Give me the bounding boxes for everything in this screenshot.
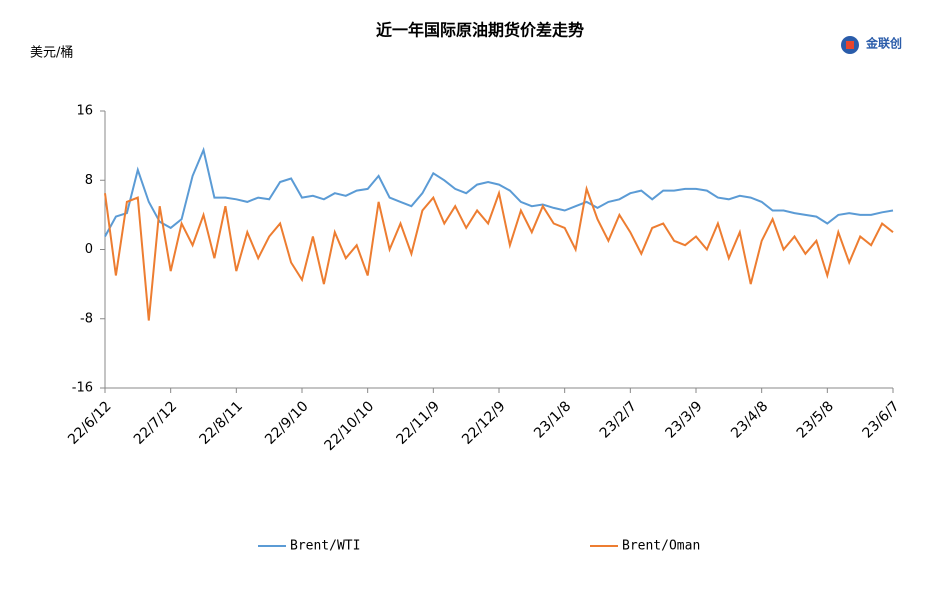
x-tick-label: 22/6/12 (65, 398, 114, 447)
x-tick-label: 23/6/7 (859, 398, 902, 441)
legend-label: Brent/WTI (290, 539, 360, 554)
x-tick-label: 23/2/7 (597, 398, 640, 441)
x-tick-label: 22/11/9 (394, 398, 443, 447)
y-tick-label: -16 (72, 381, 93, 396)
y-tick-label: 16 (76, 104, 93, 119)
legend-label: Brent/Oman (622, 539, 700, 554)
logo-icon-inner (846, 41, 854, 49)
x-tick-label: 22/9/10 (262, 398, 311, 447)
x-tick-label: 23/5/8 (794, 398, 837, 441)
y-tick-label: -8 (80, 311, 93, 326)
x-tick-label: 23/1/8 (531, 398, 574, 441)
logo: 金联创 (841, 36, 902, 54)
x-tick-label: 22/10/10 (322, 398, 378, 454)
x-tick-label: 22/7/12 (131, 398, 180, 447)
y-axis-label: 美元/桶 (30, 46, 73, 61)
series-line (104, 185, 894, 321)
chart-title: 近一年国际原油期货价差走势 (376, 21, 584, 40)
x-tick-label: 23/4/8 (728, 398, 771, 441)
x-tick-label: 23/3/9 (662, 398, 705, 441)
y-tick-label: 8 (85, 173, 93, 188)
logo-text: 金联创 (865, 36, 902, 51)
x-tick-label: 22/8/11 (197, 398, 246, 447)
x-tick-label: 22/12/9 (459, 398, 508, 447)
y-tick-label: 0 (85, 242, 93, 257)
series-line (104, 146, 894, 237)
